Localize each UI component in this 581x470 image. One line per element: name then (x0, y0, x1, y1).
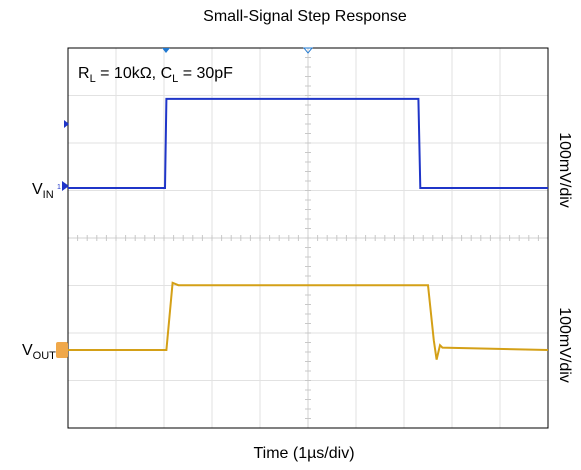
x-axis-label: Time (1µs/div) (253, 445, 354, 462)
svg-text:1: 1 (57, 184, 61, 191)
ch2-scale-label: 100mV/div (556, 307, 573, 383)
trigger-position-icon (162, 48, 170, 53)
vout-label: VOUT (22, 342, 56, 362)
oscilloscope-grid (67, 47, 549, 429)
chart-title: Small-Signal Step Response (203, 8, 407, 25)
load-annotation: RL = 10kΩ, CL = 30pF (78, 65, 233, 85)
ch2-ground-marker-icon (56, 342, 68, 358)
trigger-level-icon (64, 120, 69, 128)
time-reference-icon (302, 47, 314, 54)
vin-label: VIN (32, 181, 54, 201)
series-line-vout (68, 281, 549, 360)
ch1-ground-marker-icon: 1 (57, 181, 69, 191)
series-line-vin (68, 97, 548, 189)
ch1-scale-label: 100mV/div (556, 132, 573, 208)
